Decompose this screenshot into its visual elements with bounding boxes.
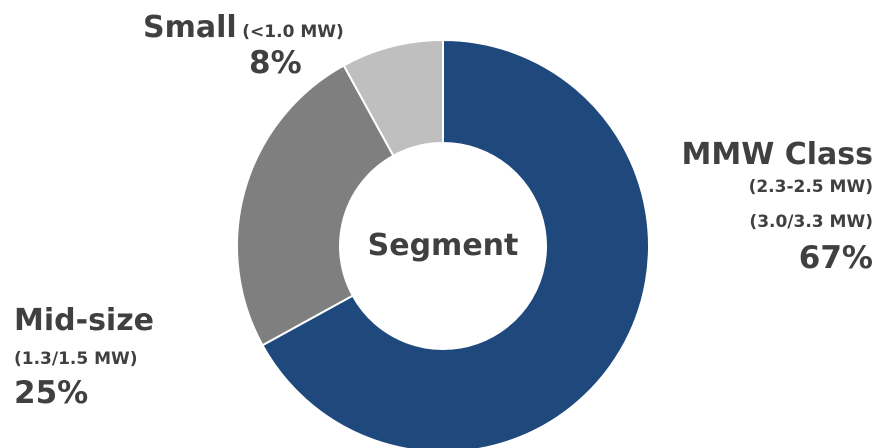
label-small-value: 8% [249,45,302,81]
label-mmw-name: MMW Class [681,137,874,172]
label-mmw-detail-2: (3.0/3.3 MW) [749,212,873,232]
label-midsize-name: Mid-size [14,303,155,338]
slice-small [342,38,444,158]
label-midsize-detail: (1.3/1.5 MW) [14,349,138,369]
label-midsize-value: 25% [14,375,89,411]
label-small-name: Small [143,10,237,45]
label-mmw-value: 67% [798,240,873,276]
center-label: Segment [367,228,519,263]
label-small-detail: (<1.0 MW) [242,22,344,42]
label-small: Small (<1.0 MW) [143,10,344,45]
slice-mid-size [236,64,395,347]
label-mmw-detail-1: (2.3-2.5 MW) [748,177,873,197]
slice-mmw-class [261,38,650,448]
